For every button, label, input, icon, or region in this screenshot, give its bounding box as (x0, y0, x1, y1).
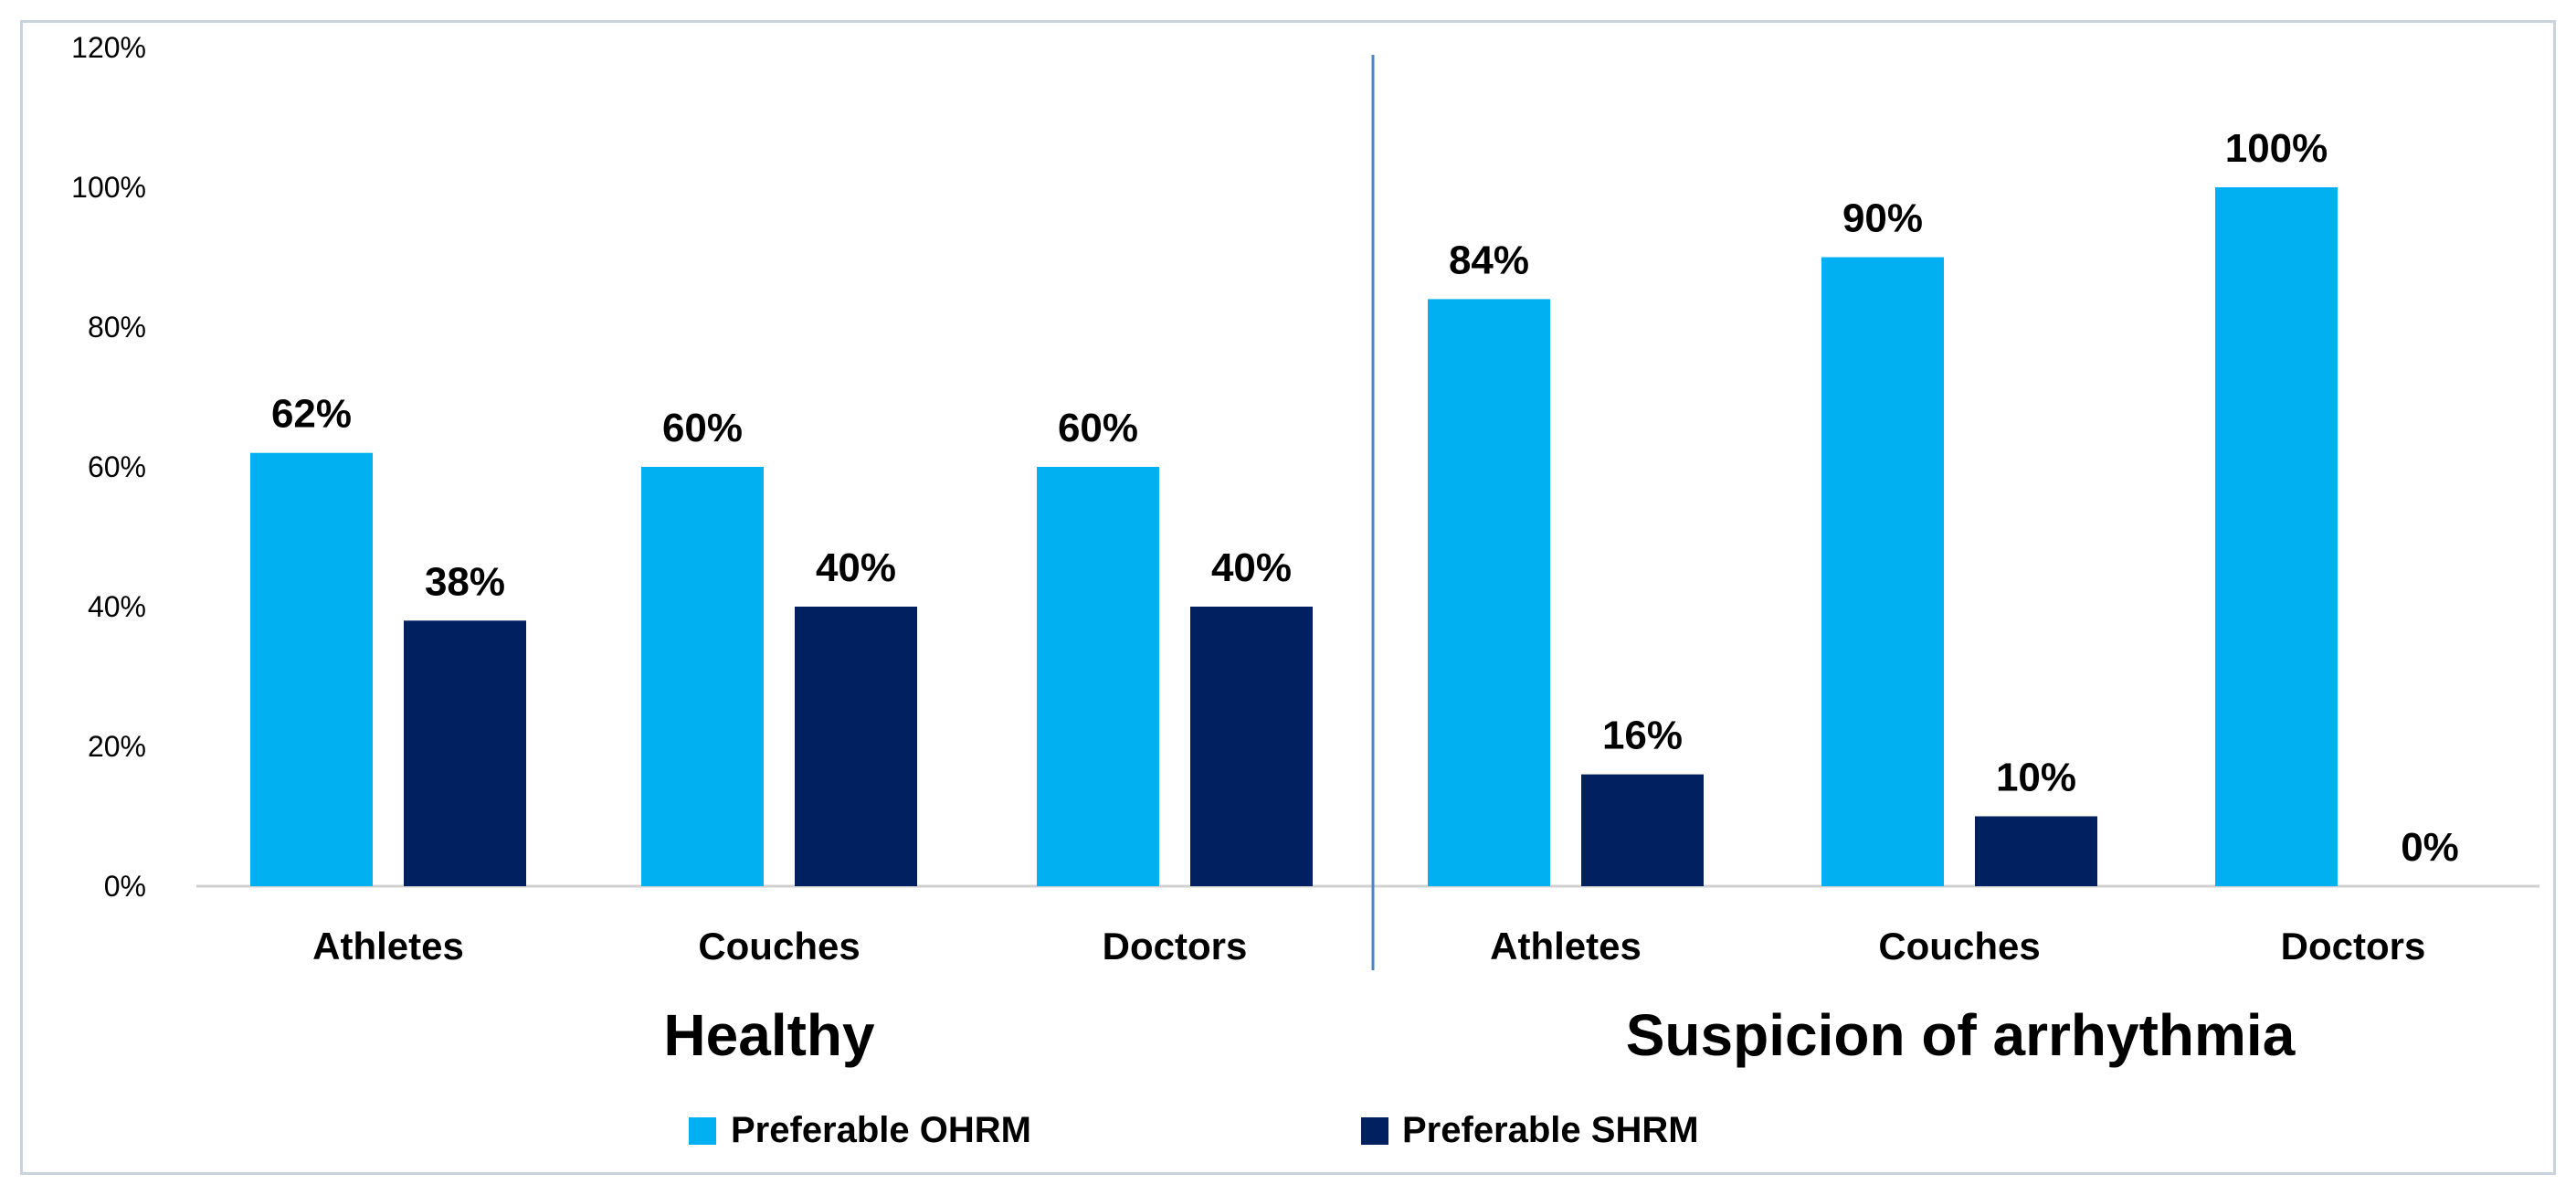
y-tick-label: 20% (88, 730, 146, 763)
group-label-healthy: Healthy (663, 1002, 875, 1068)
bars (250, 187, 2338, 886)
bar-ohrm (1037, 467, 1159, 886)
data-label-ohrm: 60% (662, 406, 743, 450)
data-label-ohrm: 100% (2225, 126, 2328, 171)
bar-shrm (1581, 774, 1704, 886)
y-tick-label: 80% (88, 311, 146, 344)
category-label: Athletes (1490, 925, 1642, 968)
group-label-suspicion: Suspicion of arrhythmia (1626, 1002, 2296, 1068)
legend-swatch-shrm (1361, 1117, 1388, 1145)
bar-ohrm (641, 467, 764, 886)
category-label: Couches (1878, 925, 2040, 968)
bar-shrm (1190, 607, 1313, 886)
legend-label-ohrm: Preferable OHRM (731, 1110, 1031, 1150)
y-tick-label: 60% (88, 450, 146, 483)
category-label: Athletes (312, 925, 464, 968)
x-axis-category-labels: Athletes Couches Doctors Athletes Couches Doc… (312, 925, 2425, 968)
legend: Preferable OHRM Preferable SHRM (689, 1110, 1699, 1150)
bar-ohrm (2215, 187, 2338, 886)
chart-frame (20, 20, 2556, 1175)
data-label-shrm: 0% (2401, 825, 2459, 870)
data-label-ohrm: 84% (1449, 238, 1529, 282)
y-tick-label: 40% (88, 590, 146, 623)
y-tick-label: 100% (71, 171, 146, 204)
bar-ohrm (250, 452, 373, 886)
category-label: Couches (698, 925, 860, 968)
data-label-shrm: 40% (1211, 545, 1292, 590)
data-label-shrm: 10% (1996, 756, 2076, 800)
bar-data-labels: 62% 60% 60% 84% 90% 100% 38% 40% 40% 16% 10% 0% (271, 126, 2459, 870)
bar-shrm (1975, 816, 2097, 886)
legend-label-shrm: Preferable SHRM (1402, 1110, 1699, 1150)
y-tick-label: 0% (104, 870, 146, 903)
y-axis-tick-labels: 0% 20% 40% 60% 80% 100% 120% (71, 31, 146, 903)
bar-ohrm (1428, 299, 1550, 886)
data-label-shrm: 16% (1602, 714, 1683, 758)
bar-shrm (404, 620, 526, 886)
y-tick-label: 120% (71, 31, 146, 64)
data-label-ohrm: 60% (1058, 406, 1138, 450)
category-label: Doctors (2281, 925, 2426, 968)
data-label-ohrm: 62% (271, 392, 352, 437)
data-label-shrm: 40% (816, 545, 896, 590)
legend-swatch-ohrm (689, 1117, 716, 1145)
data-label-ohrm: 90% (1842, 196, 1923, 241)
bar-shrm (795, 607, 917, 886)
bar-ohrm (1821, 257, 1944, 886)
category-label: Doctors (1103, 925, 1248, 968)
data-label-shrm: 38% (425, 559, 505, 604)
